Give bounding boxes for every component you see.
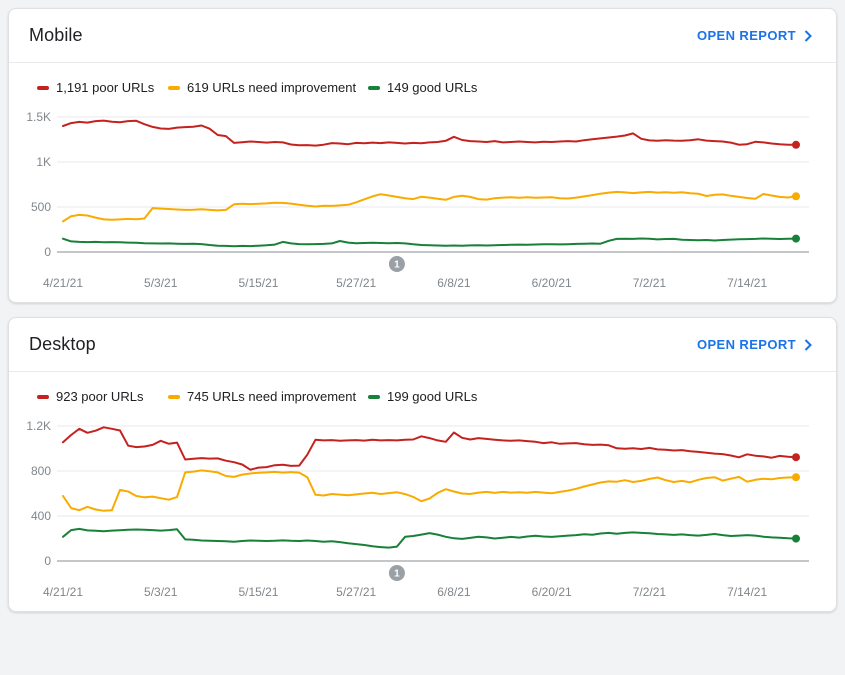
x-axis-tick-label: 6/8/21 (437, 585, 471, 599)
poor-urls-line (62, 426, 797, 471)
legend-item-needs-improvement: 619 URLs need improvement (168, 80, 368, 95)
good-urls-endpoint-dot (792, 234, 800, 243)
desktop-card: Desktop OPEN REPORT 923 poor URLs 745 UR… (8, 317, 837, 612)
y-axis-tick-label: 500 (31, 200, 51, 214)
x-axis-tick-label: 6/20/21 (532, 276, 572, 290)
x-axis-tick-label: 4/21/21 (43, 276, 83, 290)
open-report-label: OPEN REPORT (696, 28, 796, 43)
mobile-card-header: Mobile OPEN REPORT (9, 9, 836, 62)
x-axis-tick-label: 6/8/21 (437, 276, 471, 290)
good-urls-line (62, 527, 797, 549)
legend-item-good: 149 good URLs (368, 80, 816, 95)
legend-label-good: 199 good URLs (387, 389, 478, 404)
mobile-legend: 1,191 poor URLs 619 URLs need improvemen… (9, 63, 836, 97)
y-axis-tick-label: 1.5K (26, 110, 51, 124)
good-series-dash-icon (368, 85, 380, 90)
poor-series-dash-icon (37, 85, 49, 90)
x-axis-tick-label: 7/2/21 (633, 276, 667, 290)
x-axis-tick-label: 7/14/21 (727, 276, 767, 290)
legend-item-poor: 1,191 poor URLs (37, 80, 168, 95)
open-report-label: OPEN REPORT (696, 337, 796, 352)
good-series-dash-icon (368, 394, 380, 399)
desktop-line-chart[interactable]: 0 400 800 1.2K 4/21/21 5/3/21 5/15/21 5/27/21 6/… (9, 406, 836, 611)
open-report-link-mobile[interactable]: OPEN REPORT (697, 28, 812, 43)
needs-improvement-series-dash-icon (168, 85, 180, 90)
legend-label-needs-improvement: 619 URLs need improvement (187, 80, 357, 95)
header-divider (9, 62, 836, 63)
poor-urls-endpoint-dot (792, 140, 800, 149)
mobile-line-chart[interactable]: 0 500 1K 1.5K 4/21/21 5/3/21 5/15/21 5/27/21 6/8… (9, 97, 836, 302)
legend-label-poor: 1,191 poor URLs (56, 80, 155, 95)
page-title-desktop: Desktop (29, 334, 96, 354)
annotation-marker-label: 1 (394, 260, 400, 271)
urls-need-improvement-line (62, 469, 797, 512)
annotation-marker[interactable] (388, 256, 405, 272)
needs-improvement-series-dash-icon (168, 394, 180, 399)
x-axis-tick-label: 6/20/21 (532, 585, 572, 599)
x-axis-tick-label: 5/15/21 (238, 585, 278, 599)
poor-urls-line (62, 119, 797, 147)
mobile-card: Mobile OPEN REPORT 1,191 poor URLs 619 U… (8, 8, 837, 303)
x-axis-tick-label: 5/27/21 (336, 276, 376, 290)
legend-item-needs-improvement: 745 URLs need improvement (168, 389, 368, 404)
legend-label-needs-improvement: 745 URLs need improvement (187, 389, 357, 404)
legend-item-good: 199 good URLs (368, 389, 816, 404)
urls-need-improvement-endpoint-dot (792, 473, 800, 482)
annotation-marker[interactable] (388, 565, 405, 581)
urls-need-improvement-line (62, 190, 797, 223)
open-report-link-desktop[interactable]: OPEN REPORT (697, 337, 812, 352)
y-axis-tick-label: 1.2K (26, 419, 51, 433)
x-axis-tick-label: 7/2/21 (633, 585, 667, 599)
poor-urls-endpoint-dot (792, 453, 800, 462)
chevron-right-icon (804, 338, 812, 351)
good-urls-line (62, 237, 797, 248)
x-axis-tick-label: 5/3/21 (144, 585, 178, 599)
x-axis-tick-label: 5/15/21 (238, 276, 278, 290)
core-web-vitals-page: Mobile OPEN REPORT 1,191 poor URLs 619 U… (8, 8, 837, 612)
desktop-card-header: Desktop OPEN REPORT (9, 318, 836, 371)
chart-svg: 0 400 800 1.2K 4/21/21 5/3/21 5/15/21 5/27/21 6/… (26, 419, 809, 599)
urls-need-improvement-endpoint-dot (792, 192, 800, 201)
desktop-legend: 923 poor URLs 745 URLs need improvement … (9, 372, 836, 406)
x-axis-tick-label: 4/21/21 (43, 585, 83, 599)
y-axis-tick-label: 800 (31, 464, 51, 478)
annotation-marker-label: 1 (394, 569, 400, 580)
chart-svg: 0 500 1K 1.5K 4/21/21 5/3/21 5/15/21 5/27/21 6/8… (26, 110, 809, 290)
header-divider (9, 371, 836, 372)
y-axis-tick-label: 0 (44, 245, 51, 259)
good-urls-endpoint-dot (792, 534, 800, 543)
chevron-right-icon (804, 29, 812, 42)
legend-label-poor: 923 poor URLs (56, 389, 144, 404)
y-axis-tick-label: 400 (31, 509, 51, 523)
poor-series-dash-icon (37, 394, 49, 399)
x-axis-tick-label: 5/3/21 (144, 276, 178, 290)
x-axis-tick-label: 7/14/21 (727, 585, 767, 599)
page-title-mobile: Mobile (29, 25, 83, 45)
x-axis-tick-label: 5/27/21 (336, 585, 376, 599)
y-axis-tick-label: 0 (44, 554, 51, 568)
y-axis-tick-label: 1K (36, 155, 51, 169)
legend-item-poor: 923 poor URLs (37, 389, 168, 404)
legend-label-good: 149 good URLs (387, 80, 478, 95)
